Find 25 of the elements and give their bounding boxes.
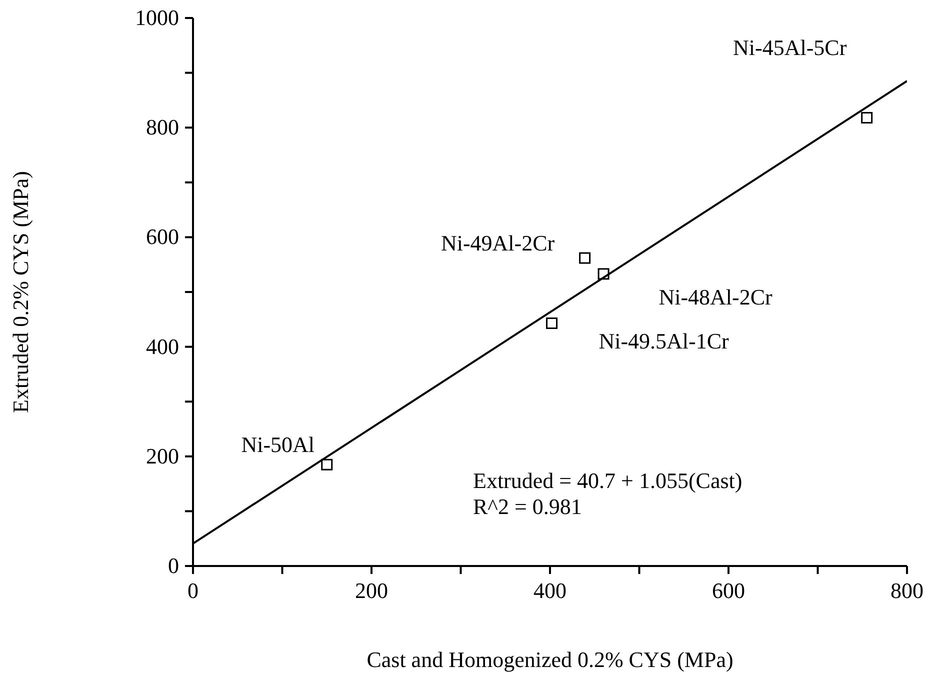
y-tick-label: 1000 bbox=[135, 5, 179, 30]
point bbox=[321, 458, 333, 470]
point bbox=[546, 317, 558, 329]
y-tick-label: 800 bbox=[146, 114, 179, 140]
y-axis-title: Extruded 0.2% CYS (MPa) bbox=[8, 171, 33, 413]
annotation: Ni-49.5Al-1Cr bbox=[598, 328, 730, 354]
x-tick-label: 200 bbox=[355, 578, 388, 603]
annotation: Extruded = 40.7 + 1.055(Cast) bbox=[473, 468, 742, 494]
x-tick-label: 600 bbox=[712, 578, 745, 603]
x-tick-label: 400 bbox=[534, 578, 566, 603]
x-tick-label: 0 bbox=[188, 578, 198, 603]
annotation: R^2 = 0.981 bbox=[473, 494, 583, 520]
annotation: Ni-49Al-2Cr bbox=[440, 230, 556, 256]
x-axis-title: Cast and Homogenized 0.2% CYS (MPa) bbox=[366, 647, 734, 672]
annotation: Ni-50Al bbox=[241, 432, 315, 458]
y-tick-label: 0 bbox=[168, 553, 179, 578]
annotation: Ni-45Al-5Cr bbox=[733, 35, 848, 60]
point bbox=[598, 268, 610, 280]
annotation: Ni-48Al-2Cr bbox=[658, 284, 774, 310]
point bbox=[579, 252, 591, 264]
x-tick-label: 800 bbox=[890, 578, 924, 603]
y-tick-label: 600 bbox=[146, 224, 179, 250]
y-tick-label: 200 bbox=[146, 443, 179, 468]
point bbox=[861, 112, 873, 124]
y-tick-label: 400 bbox=[146, 334, 179, 359]
